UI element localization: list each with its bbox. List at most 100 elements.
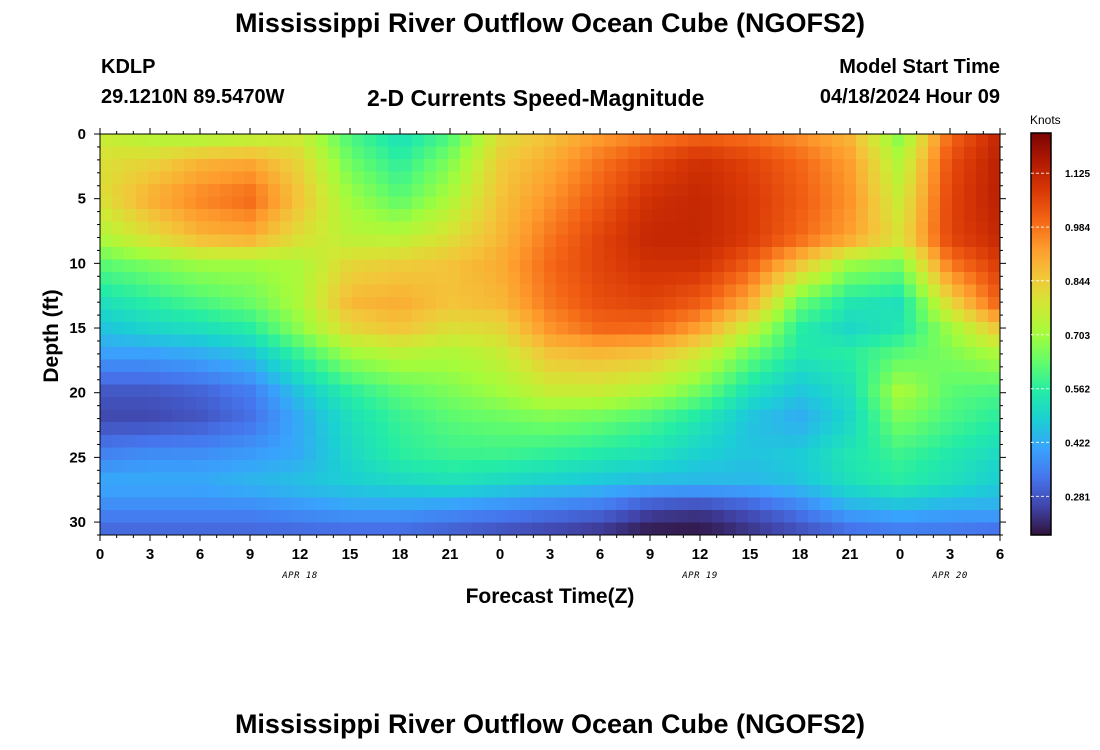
heatmap-cell	[520, 334, 533, 348]
heatmap-cell	[772, 159, 785, 173]
heatmap-cell	[892, 221, 905, 235]
heatmap-cell	[784, 196, 797, 210]
heatmap-cell	[928, 472, 941, 486]
heatmap-cell	[352, 459, 365, 473]
heatmap-cell	[916, 472, 929, 486]
heatmap-cell	[184, 434, 197, 448]
heatmap-cell	[772, 334, 785, 348]
heatmap-cell	[916, 196, 929, 210]
heatmap-cell	[376, 171, 389, 185]
heatmap-cell	[808, 234, 821, 248]
heatmap-cell	[148, 196, 161, 210]
heatmap-cell	[700, 384, 713, 398]
heatmap-cell	[664, 221, 677, 235]
heatmap-cell	[412, 296, 425, 311]
heatmap-cell	[544, 347, 557, 361]
heatmap-cell	[556, 334, 569, 348]
heatmap-cell	[508, 497, 521, 511]
heatmap-cell	[748, 409, 761, 423]
heatmap-cell	[100, 234, 113, 248]
heatmap-cell	[376, 134, 389, 148]
heatmap-cell	[964, 372, 977, 386]
heatmap-cell	[148, 409, 161, 423]
heatmap-cell	[100, 509, 113, 524]
heatmap-cell	[904, 209, 917, 223]
heatmap-cell	[832, 522, 845, 536]
heatmap-cell	[412, 509, 425, 524]
heatmap-cell	[748, 497, 761, 511]
heatmap-cell	[208, 422, 221, 436]
heatmap-cell	[388, 309, 401, 323]
heatmap-cell	[280, 271, 293, 285]
heatmap-cell	[940, 334, 953, 348]
heatmap-cell	[460, 146, 473, 160]
heatmap-cell	[304, 447, 317, 461]
heatmap-cell	[712, 359, 725, 373]
heatmap-cell	[544, 497, 557, 511]
heatmap-cell	[676, 234, 689, 248]
heatmap-cell	[484, 447, 497, 461]
heatmap-cell	[868, 422, 881, 436]
heatmap-cell	[844, 409, 857, 423]
heatmap-cell	[316, 171, 329, 185]
heatmap-cell	[232, 296, 245, 311]
heatmap-cell	[964, 447, 977, 461]
heatmap-cell	[268, 409, 281, 423]
heatmap-cell	[160, 221, 173, 235]
heatmap-cell	[892, 372, 905, 386]
heatmap-cell	[340, 409, 353, 423]
heatmap-cell	[868, 259, 881, 273]
heatmap-cell	[448, 171, 461, 185]
heatmap-cell	[988, 334, 1001, 348]
heatmap-cell	[556, 296, 569, 311]
heatmap-cell	[448, 422, 461, 436]
heatmap-cell	[652, 184, 665, 198]
heatmap-cell	[364, 334, 377, 348]
heatmap-cell	[328, 321, 341, 336]
heatmap-cell	[940, 146, 953, 160]
heatmap-cell	[160, 309, 173, 323]
heatmap-cell	[856, 372, 869, 386]
heatmap-cell	[436, 334, 449, 348]
heatmap-cell	[868, 284, 881, 298]
heatmap-cell	[616, 134, 629, 148]
heatmap-cell	[412, 134, 425, 148]
heatmap-cell	[832, 384, 845, 398]
heatmap-cell	[544, 221, 557, 235]
heatmap-cell	[376, 522, 389, 536]
heatmap-cell	[916, 234, 929, 248]
heatmap-cell	[268, 271, 281, 285]
heatmap-cell	[484, 309, 497, 323]
heatmap-cell	[688, 284, 701, 298]
heatmap-cell	[796, 196, 809, 210]
heatmap-cell	[940, 321, 953, 336]
heatmap-cell	[988, 196, 1001, 210]
heatmap-cell	[676, 146, 689, 160]
heatmap-cell	[496, 259, 509, 273]
heatmap-cell	[376, 184, 389, 198]
heatmap-cell	[268, 134, 281, 148]
heatmap-cell	[376, 271, 389, 285]
heatmap-cell	[892, 434, 905, 448]
heatmap-cell	[724, 321, 737, 336]
heatmap-cell	[844, 472, 857, 486]
heatmap-cell	[508, 221, 521, 235]
heatmap-cell	[424, 347, 437, 361]
heatmap-cell	[976, 347, 989, 361]
heatmap-cell	[976, 422, 989, 436]
heatmap-cell	[400, 321, 413, 336]
heatmap-cell	[568, 321, 581, 336]
heatmap-cell	[688, 271, 701, 285]
heatmap-cell	[604, 472, 617, 486]
heatmap-cell	[568, 409, 581, 423]
colorbar-tick-label: 0.703	[1065, 331, 1090, 342]
heatmap-cell	[508, 284, 521, 298]
heatmap-cell	[808, 509, 821, 524]
heatmap-cell	[844, 497, 857, 511]
heatmap-cell	[616, 522, 629, 536]
heatmap-cell	[100, 171, 113, 185]
heatmap-cell	[280, 334, 293, 348]
heatmap-cell	[496, 221, 509, 235]
heatmap-cell	[316, 422, 329, 436]
heatmap-cell	[820, 246, 833, 260]
